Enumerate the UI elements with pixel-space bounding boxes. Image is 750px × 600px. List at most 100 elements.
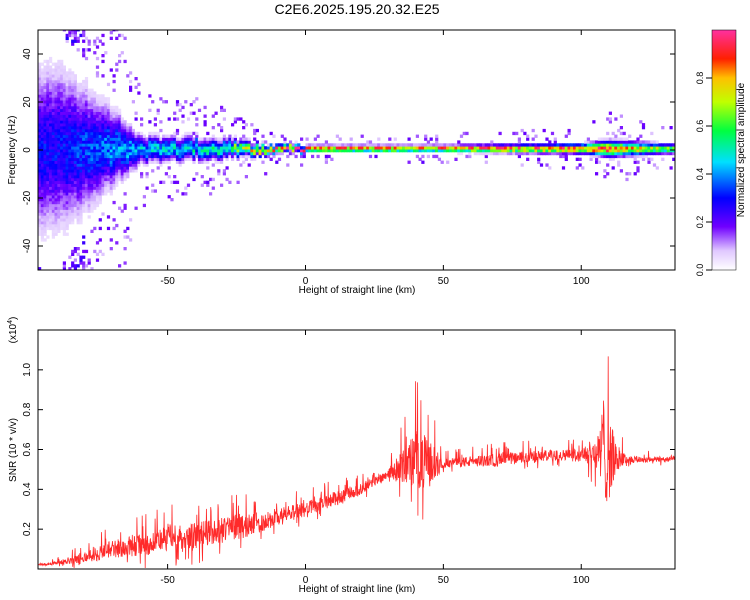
heatmap-cell [120,51,124,55]
heatmap-cell [630,143,635,147]
heatmap-cell [597,160,601,164]
heatmap-cell [327,143,331,147]
heatmap-cell [120,177,124,182]
heatmap-cell [57,203,61,208]
heatmap-cell [636,169,640,173]
heatmap-cell [106,82,111,87]
heatmap-cell [115,172,119,176]
heatmap-cell [49,85,53,89]
heatmap-cell [611,131,615,136]
heatmap-cell [109,172,113,176]
heatmap-cell [608,154,612,159]
heatmap-cell [104,120,108,124]
heatmap-cell [142,163,146,167]
heatmap-cell [71,77,75,81]
heatmap-cell [454,157,458,161]
heatmap-cell [76,36,80,40]
heatmap-cell [123,261,127,265]
heatmap-cell [43,209,47,213]
heatmap-cell [43,151,47,156]
heatmap-cell [181,151,185,156]
heatmap-cell [404,146,408,150]
heatmap-cell [382,146,386,150]
heatmap-cell [206,146,210,150]
colorbar: 0.00.20.40.60.8 Normalized spectral ampl… [695,29,747,276]
heatmap-cell [490,151,494,156]
heatmap-cell [90,140,94,144]
heatmap-cell [639,120,643,124]
heatmap-cell [68,218,72,222]
heatmap-cell [115,126,119,130]
heatmap-cell [51,71,55,75]
heatmap-cell [51,88,55,92]
heatmap-cell [272,143,276,147]
heatmap-cell [57,180,61,184]
heatmap-cell [195,154,199,159]
heatmap-cell [123,36,127,40]
heatmap-cell [515,131,519,136]
heatmap-cell [443,143,447,147]
heatmap-cell [84,154,89,159]
heatmap-cell [90,203,94,208]
heatmap-cell [608,140,612,144]
heatmap-cell [90,117,94,121]
heatmap-cell [90,180,94,184]
heatmap-cell [324,143,328,147]
heatmap-cell [197,137,202,141]
heatmap-cell [84,85,89,89]
heatmap-cell [192,154,196,159]
heatmap-cell [60,65,64,69]
heatmap-cell [93,192,97,196]
heatmap-cell [87,195,91,199]
heatmap-cell [614,140,618,144]
heatmap-cell [153,157,157,161]
heatmap-cell [120,143,124,147]
heatmap-cell [473,143,477,147]
heatmap-cell [129,134,133,138]
heatmap-cell [247,149,251,153]
heatmap-cell [71,186,75,190]
heatmap-cell [636,146,640,150]
heatmap-cell [222,146,226,150]
heatmap-cell [652,163,657,167]
heatmap-cell [195,123,199,127]
heatmap-cell [619,146,623,150]
heatmap-cell [192,146,196,150]
heatmap-cell [156,154,160,159]
heatmap-cell [40,215,44,219]
heatmap-cell [40,120,44,124]
heatmap-cell [214,111,218,115]
heatmap-cell [106,140,111,144]
heatmap-cell [57,163,61,167]
heatmap-cell [118,128,122,133]
heatmap-cell [575,166,579,170]
heatmap-cell [38,180,42,184]
heatmap-cell [76,169,80,173]
heatmap-cell [162,151,166,156]
heatmap-cell [377,146,381,150]
heatmap-cell [65,126,69,130]
heatmap-cell [600,137,604,141]
heatmap-cell [73,74,77,78]
heatmap-cell [38,157,42,161]
heatmap-cell [112,226,116,231]
heatmap-cell [49,88,53,92]
heatmap-cell [222,154,226,159]
heatmap-cell [148,137,152,141]
heatmap-cell [197,149,202,153]
heatmap-cell [54,117,58,121]
heatmap-cell [528,149,532,153]
heatmap-cell [484,160,488,164]
heatmap-cell [120,123,124,127]
heatmap-cell [324,146,328,150]
heatmap-cell [222,108,226,112]
heatmap-cell [71,249,75,254]
heatmap-cell [76,172,80,176]
heatmap-cell [206,140,210,144]
heatmap-cell [641,157,646,161]
heatmap-cell [586,140,590,144]
heatmap-cell [493,143,497,147]
heatmap-cell [73,108,77,112]
heatmap-cell [564,157,568,161]
heatmap-cell [71,212,75,216]
